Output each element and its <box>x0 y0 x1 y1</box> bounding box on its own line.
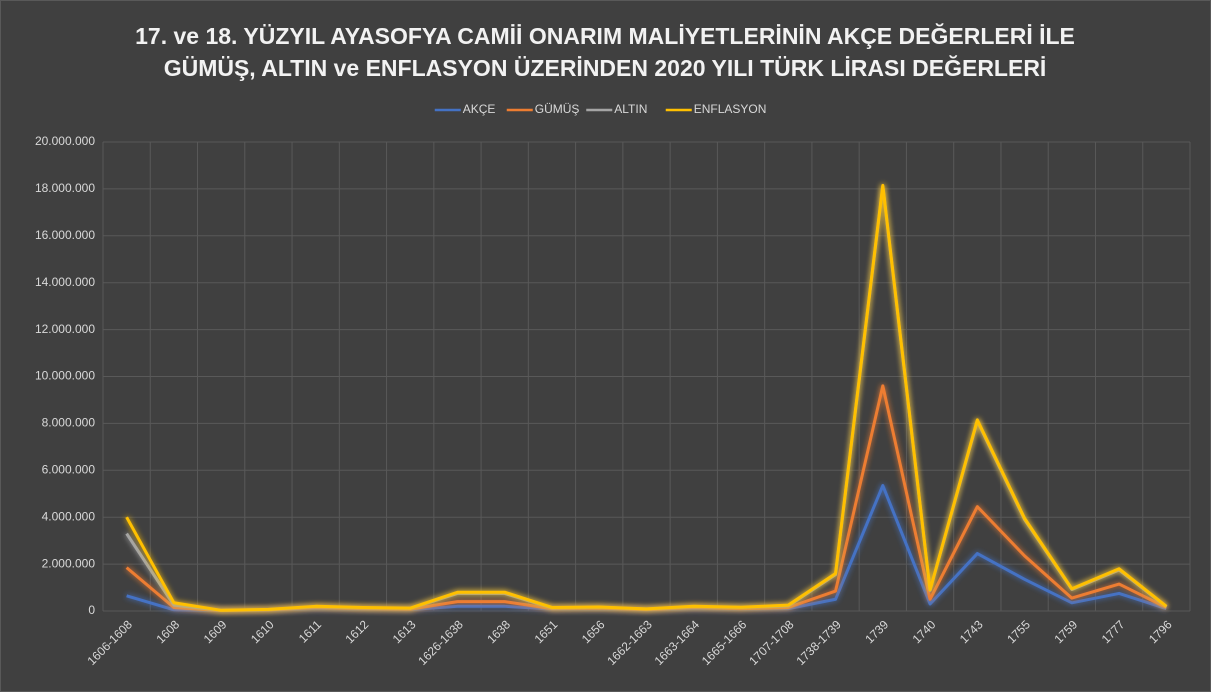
legend-label: ALTIN <box>614 102 647 116</box>
series-line <box>125 183 1168 612</box>
y-tick-label: 2.000.000 <box>42 556 96 570</box>
y-tick-label: 0 <box>88 603 95 617</box>
y-tick-label: 12.000.000 <box>35 322 95 336</box>
y-tick-label: 6.000.000 <box>42 462 96 476</box>
chart-title: 17. ve 18. YÜZYIL AYASOFYA CAMİİ ONARIM … <box>135 22 1075 49</box>
chart-title: GÜMÜŞ, ALTIN ve ENFLASYON ÜZERİNDEN 2020… <box>164 54 1047 81</box>
y-tick-label: 18.000.000 <box>35 181 95 195</box>
legend-label: ENFLASYON <box>694 102 767 116</box>
legend-label: AKÇE <box>463 102 496 116</box>
y-tick-label: 4.000.000 <box>42 509 96 523</box>
y-tick-label: 8.000.000 <box>42 416 96 430</box>
y-tick-label: 14.000.000 <box>35 275 95 289</box>
legend-label: GÜMÜŞ <box>535 102 580 116</box>
y-tick-label: 10.000.000 <box>35 369 95 383</box>
y-tick-label: 16.000.000 <box>35 228 95 242</box>
y-tick-label: 20.000.000 <box>35 134 95 148</box>
